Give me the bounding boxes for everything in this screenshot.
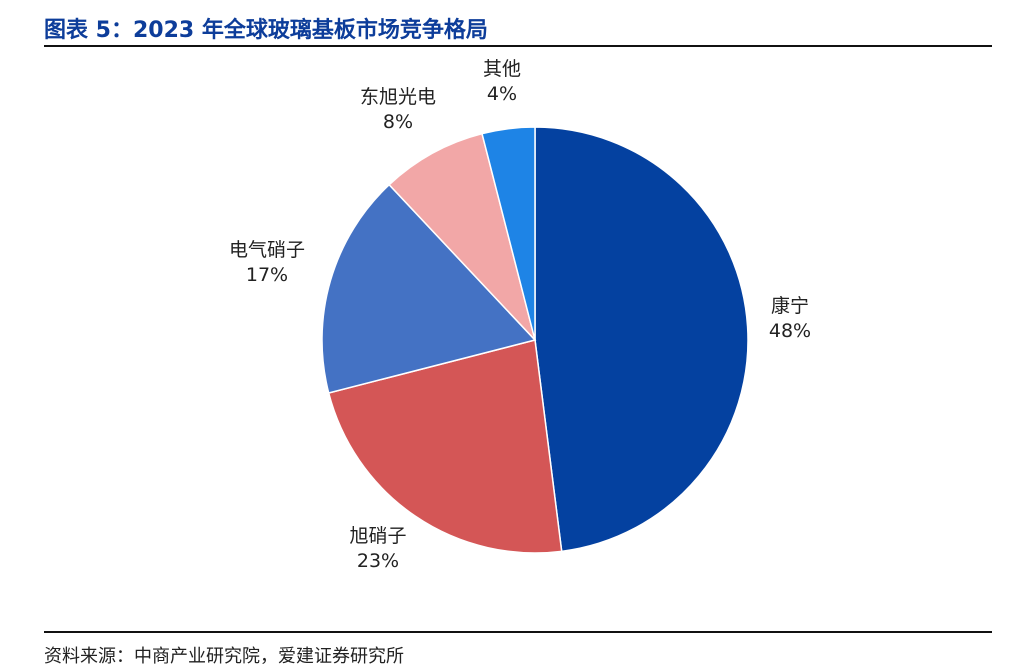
slice-value-label: 17% <box>246 264 288 286</box>
slice-label: 康宁 <box>771 295 809 317</box>
title-divider <box>44 45 992 47</box>
slice-value-label: 4% <box>487 83 517 105</box>
source-note: 资料来源：中商产业研究院，爱建证券研究所 <box>44 646 404 667</box>
slice-label: 东旭光电 <box>360 86 436 108</box>
pie-slice-1 <box>327 339 563 554</box>
slice-label: 其他 <box>483 58 521 80</box>
slice-label: 电气硝子 <box>229 239 305 261</box>
slice-label: 旭硝子 <box>349 525 406 547</box>
pie-slice-4 <box>481 126 536 341</box>
slice-value-label: 48% <box>769 320 811 342</box>
pie-slice-0 <box>534 126 749 553</box>
source-divider <box>44 631 992 633</box>
pie-slice-2 <box>321 183 537 394</box>
slice-value-label: 23% <box>357 550 399 572</box>
chart-title: 图表 5：2023 年全球玻璃基板市场竞争格局 <box>44 18 488 43</box>
pie-slice-3 <box>388 132 536 341</box>
slice-value-label: 8% <box>383 111 413 133</box>
